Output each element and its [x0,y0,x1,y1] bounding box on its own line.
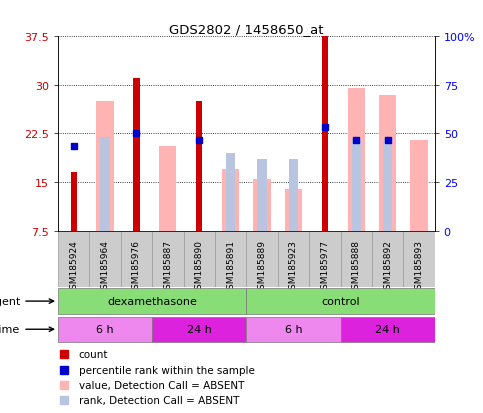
Text: GSM185964: GSM185964 [100,240,110,294]
Bar [100,138,110,231]
Text: GSM185924: GSM185924 [69,240,78,294]
Text: rank, Detection Call = ABSENT: rank, Detection Call = ABSENT [79,396,239,406]
Bar [246,317,341,342]
Text: GSM185889: GSM185889 [257,240,267,294]
Bar [58,317,152,342]
Text: GSM185893: GSM185893 [414,240,424,294]
Bar [383,141,392,231]
Text: GSM185890: GSM185890 [195,240,204,294]
Bar [341,231,372,287]
Text: dexamethasone: dexamethasone [107,297,197,306]
Text: time: time [0,325,54,335]
Bar [58,231,89,287]
Bar [352,141,361,231]
Text: GSM185891: GSM185891 [226,240,235,294]
Bar [403,231,435,287]
Text: agent: agent [0,297,54,306]
Text: GSM185887: GSM185887 [163,240,172,294]
Text: 24 h: 24 h [375,325,400,335]
Bar [152,231,184,287]
Text: GSM185976: GSM185976 [132,240,141,294]
Bar [254,179,270,231]
Bar [159,147,176,231]
Bar [257,160,267,231]
Text: value, Detection Call = ABSENT: value, Detection Call = ABSENT [79,380,244,390]
Bar [133,79,140,231]
Bar [285,189,302,231]
Bar [278,231,309,287]
Bar [226,154,235,231]
Bar [196,102,202,231]
Text: 6 h: 6 h [96,325,114,335]
Bar [184,231,215,287]
Bar [411,141,427,231]
Bar [222,170,239,231]
Bar [97,102,114,231]
Bar [246,289,435,314]
Bar [372,231,403,287]
Text: GSM185923: GSM185923 [289,240,298,294]
Text: 24 h: 24 h [187,325,212,335]
Text: 6 h: 6 h [284,325,302,335]
Bar [71,173,77,231]
Title: GDS2802 / 1458650_at: GDS2802 / 1458650_at [169,23,324,36]
Bar [322,37,328,231]
Bar [348,89,365,231]
Bar [89,231,121,287]
Bar [121,231,152,287]
Bar [289,160,298,231]
Bar [246,231,278,287]
Text: GSM185977: GSM185977 [320,240,329,294]
Bar [58,289,246,314]
Bar [215,231,246,287]
Bar [309,231,341,287]
Bar [341,317,435,342]
Text: count: count [79,349,108,359]
Text: control: control [321,297,360,306]
Text: GSM185888: GSM185888 [352,240,361,294]
Text: GSM185892: GSM185892 [383,240,392,294]
Bar [152,317,246,342]
Bar [379,95,396,231]
Text: percentile rank within the sample: percentile rank within the sample [79,365,255,375]
